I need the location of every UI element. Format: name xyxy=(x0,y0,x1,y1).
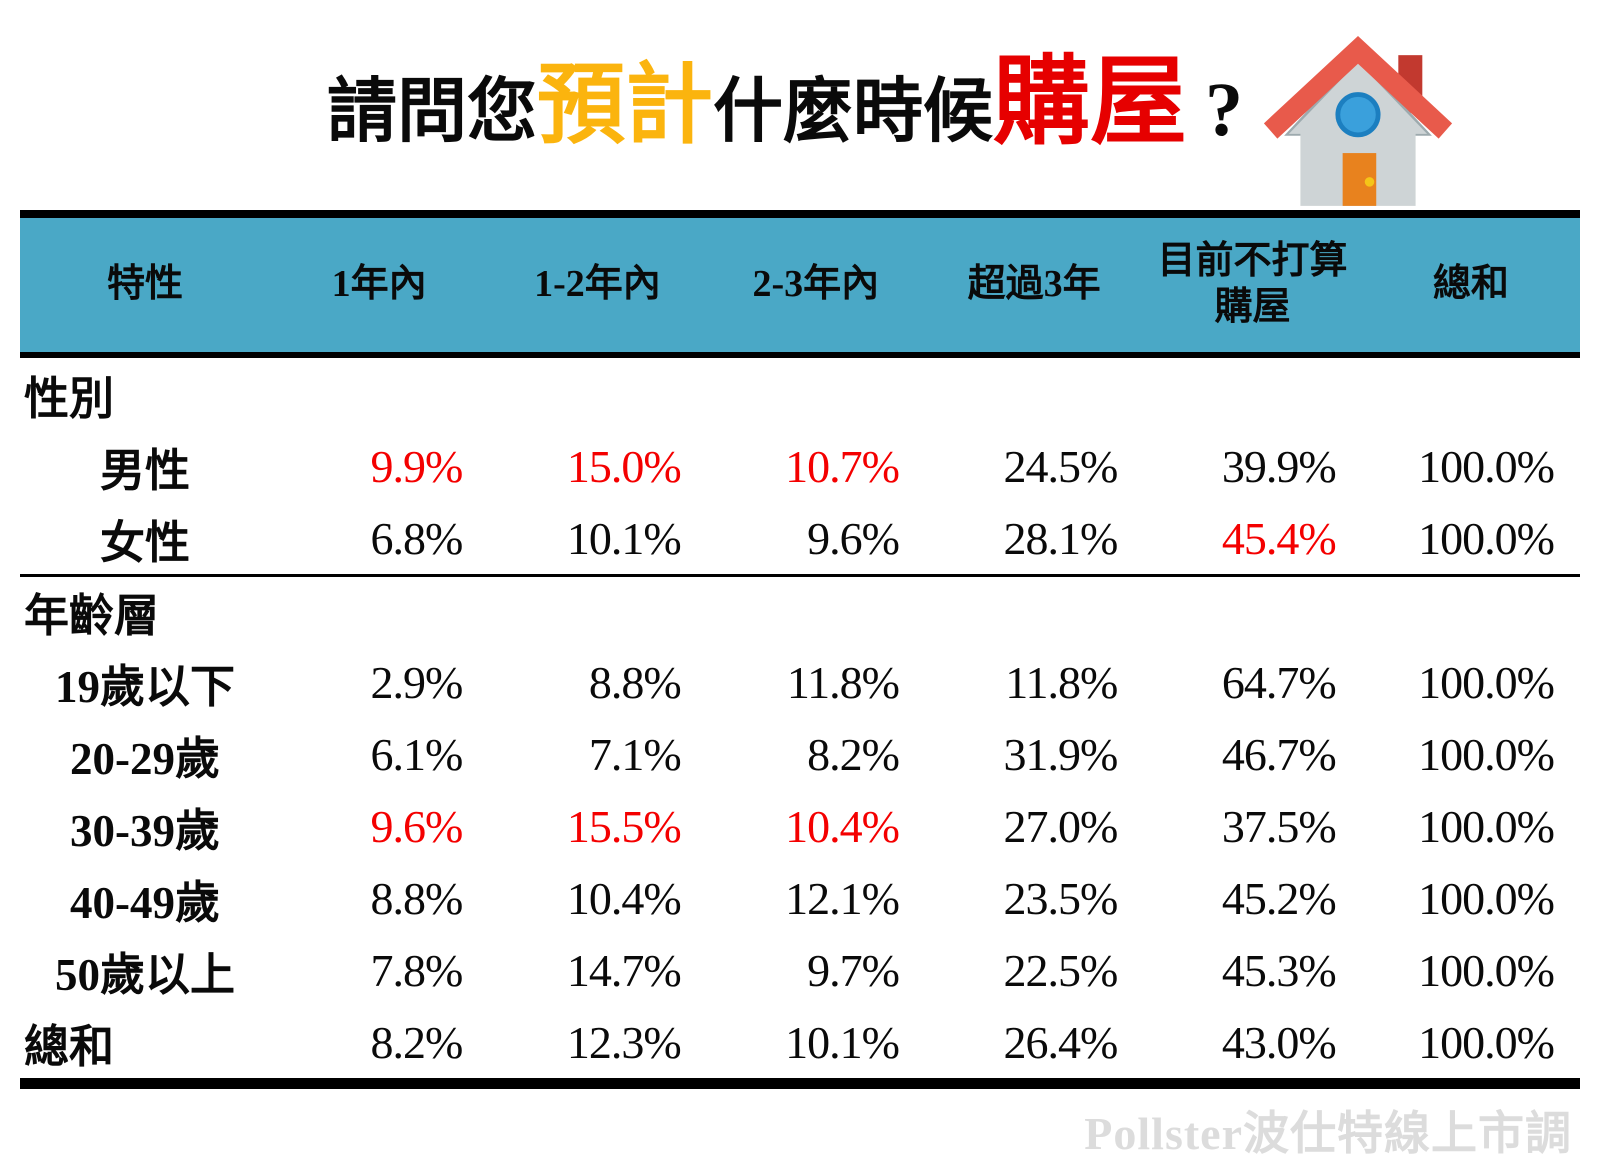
title-question-mark: ? xyxy=(1205,68,1243,152)
cell-value: 26.4% xyxy=(1003,1016,1119,1068)
row-label: 19歲以下 xyxy=(54,661,235,712)
table-row-under-19: 19歲以下 2.9% 8.8% 11.8% 11.8% 64.7% 100.0% xyxy=(20,646,1580,718)
row-label: 40-49歲 xyxy=(70,877,220,928)
section-row-age: 年齡層 xyxy=(20,574,1580,646)
table-row-30-39: 30-39歲 9.6% 15.5% 10.4% 27.0% 37.5% 100.… xyxy=(20,790,1580,862)
row-label: 男性 xyxy=(99,445,190,496)
cell-value: 100.0% xyxy=(1418,944,1555,996)
house-icon xyxy=(1263,35,1453,206)
cell-value: 24.5% xyxy=(1003,440,1119,492)
title-emphasis-1: 預計 xyxy=(536,58,713,155)
cell-value: 12.3% xyxy=(566,1016,682,1068)
cell-value: 11.8% xyxy=(1005,656,1118,708)
cell-value: 100.0% xyxy=(1418,656,1555,708)
title-part-2: 什麼時候 xyxy=(713,74,993,151)
table-row-female: 女性 6.8% 10.1% 9.6% 28.1% 45.4% 100.0% xyxy=(20,502,1580,574)
table-row-total: 總和 8.2% 12.3% 10.1% 26.4% 43.0% 100.0% xyxy=(20,1006,1580,1078)
cell-value: 45.3% xyxy=(1221,944,1337,996)
poll-table: 特性 1年內 1-2年內 2-3年內 超過3年 目前不打算購屋 總和 性別 男性… xyxy=(20,210,1580,1089)
cell-value: 100.0% xyxy=(1418,872,1555,924)
cell-value: 14.7% xyxy=(566,944,682,996)
row-label: 30-39歲 xyxy=(70,805,220,856)
row-label: 20-29歲 xyxy=(70,733,220,784)
row-label: 女性 xyxy=(99,517,190,568)
row-label: 50歲以上 xyxy=(54,949,235,1000)
cell-value: 45.4% xyxy=(1221,512,1337,564)
cell-value: 22.5% xyxy=(1003,944,1119,996)
cell-value: 27.0% xyxy=(1003,800,1119,852)
cell-value: 6.1% xyxy=(370,728,464,780)
cell-value: 100.0% xyxy=(1418,512,1555,564)
house-roof xyxy=(1263,35,1453,139)
house-door-knob xyxy=(1364,177,1375,187)
row-label: 總和 xyxy=(24,1021,115,1072)
cell-value: 23.5% xyxy=(1003,872,1119,924)
cell-value: 10.1% xyxy=(785,1016,900,1068)
cell-value: 31.9% xyxy=(1003,728,1119,780)
table-row-40-49: 40-49歲 8.8% 10.4% 12.1% 23.5% 45.2% 100.… xyxy=(20,862,1580,934)
cell-value: 11.8% xyxy=(786,656,900,708)
cell-value: 6.8% xyxy=(370,512,464,564)
col-header-over-3-years: 超過3年 xyxy=(967,263,1101,306)
cell-value: 39.9% xyxy=(1221,440,1337,492)
table-row-20-29: 20-29歲 6.1% 7.1% 8.2% 31.9% 46.7% 100.0% xyxy=(20,718,1580,790)
col-header-within-1-year: 1年內 xyxy=(331,263,427,306)
cell-value: 10.1% xyxy=(566,512,682,564)
cell-value: 8.8% xyxy=(370,872,464,924)
cell-value: 43.0% xyxy=(1221,1016,1337,1068)
cell-value: 2.9% xyxy=(370,656,464,708)
section-label: 年齡層 xyxy=(24,591,160,641)
cell-value: 8.8% xyxy=(588,656,682,708)
title-part-1: 請問您 xyxy=(326,74,537,151)
cell-value: 46.7% xyxy=(1221,728,1337,780)
cell-value: 7.8% xyxy=(370,944,464,996)
cell-value: 100.0% xyxy=(1418,800,1555,852)
cell-value: 9.9% xyxy=(370,440,464,492)
table-header-row: 特性 1年內 1-2年內 2-3年內 超過3年 目前不打算購屋 總和 xyxy=(20,210,1580,358)
cell-value: 8.2% xyxy=(807,728,900,780)
cell-value: 28.1% xyxy=(1003,512,1119,564)
col-header-no-plan: 目前不打算購屋 xyxy=(1157,240,1348,328)
cell-value: 10.7% xyxy=(785,440,900,492)
col-header-2-3-years: 2-3年內 xyxy=(752,263,880,306)
cell-value: 9.6% xyxy=(807,512,900,564)
cell-value: 15.5% xyxy=(566,800,682,852)
cell-value: 12.1% xyxy=(785,872,900,924)
watermark: Pollster波仕特線上市調 xyxy=(1084,1108,1572,1159)
cell-value: 37.5% xyxy=(1221,800,1337,852)
cell-value: 64.7% xyxy=(1221,656,1337,708)
house-window xyxy=(1335,92,1381,138)
col-header-1-2-years: 1-2年內 xyxy=(534,263,661,306)
cell-value: 10.4% xyxy=(566,872,682,924)
col-header-characteristic: 特性 xyxy=(106,263,183,306)
cell-value: 100.0% xyxy=(1418,440,1555,492)
cell-value: 9.7% xyxy=(807,944,900,996)
cell-value: 10.4% xyxy=(785,800,900,852)
table-bottom-rule xyxy=(20,1078,1580,1089)
section-row-gender: 性別 xyxy=(20,358,1580,430)
title-emphasis-2: 購屋 xyxy=(993,49,1187,156)
cell-value: 45.2% xyxy=(1221,872,1337,924)
section-label: 性別 xyxy=(24,373,115,424)
col-header-total: 總和 xyxy=(1432,263,1509,306)
cell-value: 7.1% xyxy=(588,728,682,780)
table-row-over-50: 50歲以上 7.8% 14.7% 9.7% 22.5% 45.3% 100.0% xyxy=(20,934,1580,1006)
table-row-male: 男性 9.9% 15.0% 10.7% 24.5% 39.9% 100.0% xyxy=(20,430,1580,502)
cell-value: 8.2% xyxy=(370,1016,464,1068)
cell-value: 100.0% xyxy=(1418,728,1555,780)
cell-value: 15.0% xyxy=(566,440,682,492)
cell-value: 100.0% xyxy=(1418,1016,1555,1068)
cell-value: 9.6% xyxy=(370,800,464,852)
page-title: 請問您預計什麼時候購屋? xyxy=(30,0,1540,205)
